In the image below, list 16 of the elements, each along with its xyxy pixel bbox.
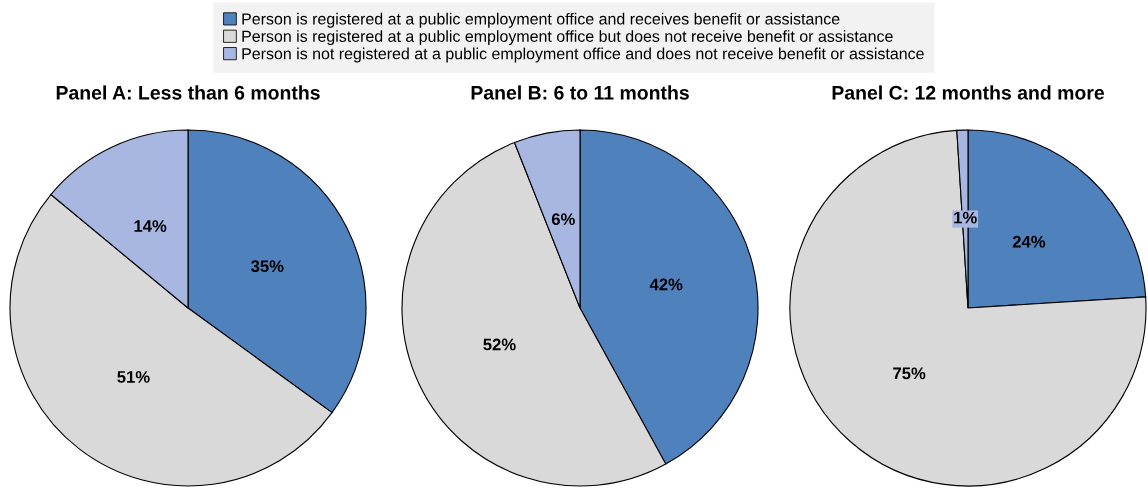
data-label: 24% xyxy=(1012,235,1046,248)
pie-slice xyxy=(789,129,1147,487)
data-label: 52% xyxy=(483,338,516,351)
data-label: 1% xyxy=(954,211,977,224)
text: Panel A: Less than 6 months xyxy=(56,85,320,100)
data-label: 75% xyxy=(893,367,926,380)
chart-title: Panel C: 12 months and more xyxy=(832,85,1105,100)
data-label: 35% xyxy=(251,260,284,273)
data-label: 6% xyxy=(551,213,575,226)
data-label: 14% xyxy=(134,220,167,232)
data-label: 51% xyxy=(117,371,150,383)
legend-label: Person is not registered at a public employment office and does not receive benefit or assistance xyxy=(242,47,924,63)
legend-label: Person is registered at a public employment office and receives benefit or assistance xyxy=(242,12,840,28)
chart-title: Panel B: 6 to 11 months xyxy=(471,85,689,100)
data-label: 42% xyxy=(649,278,683,291)
legend-label: Person is registered at a public employment office but does not receive benefit or assistance xyxy=(242,30,893,46)
